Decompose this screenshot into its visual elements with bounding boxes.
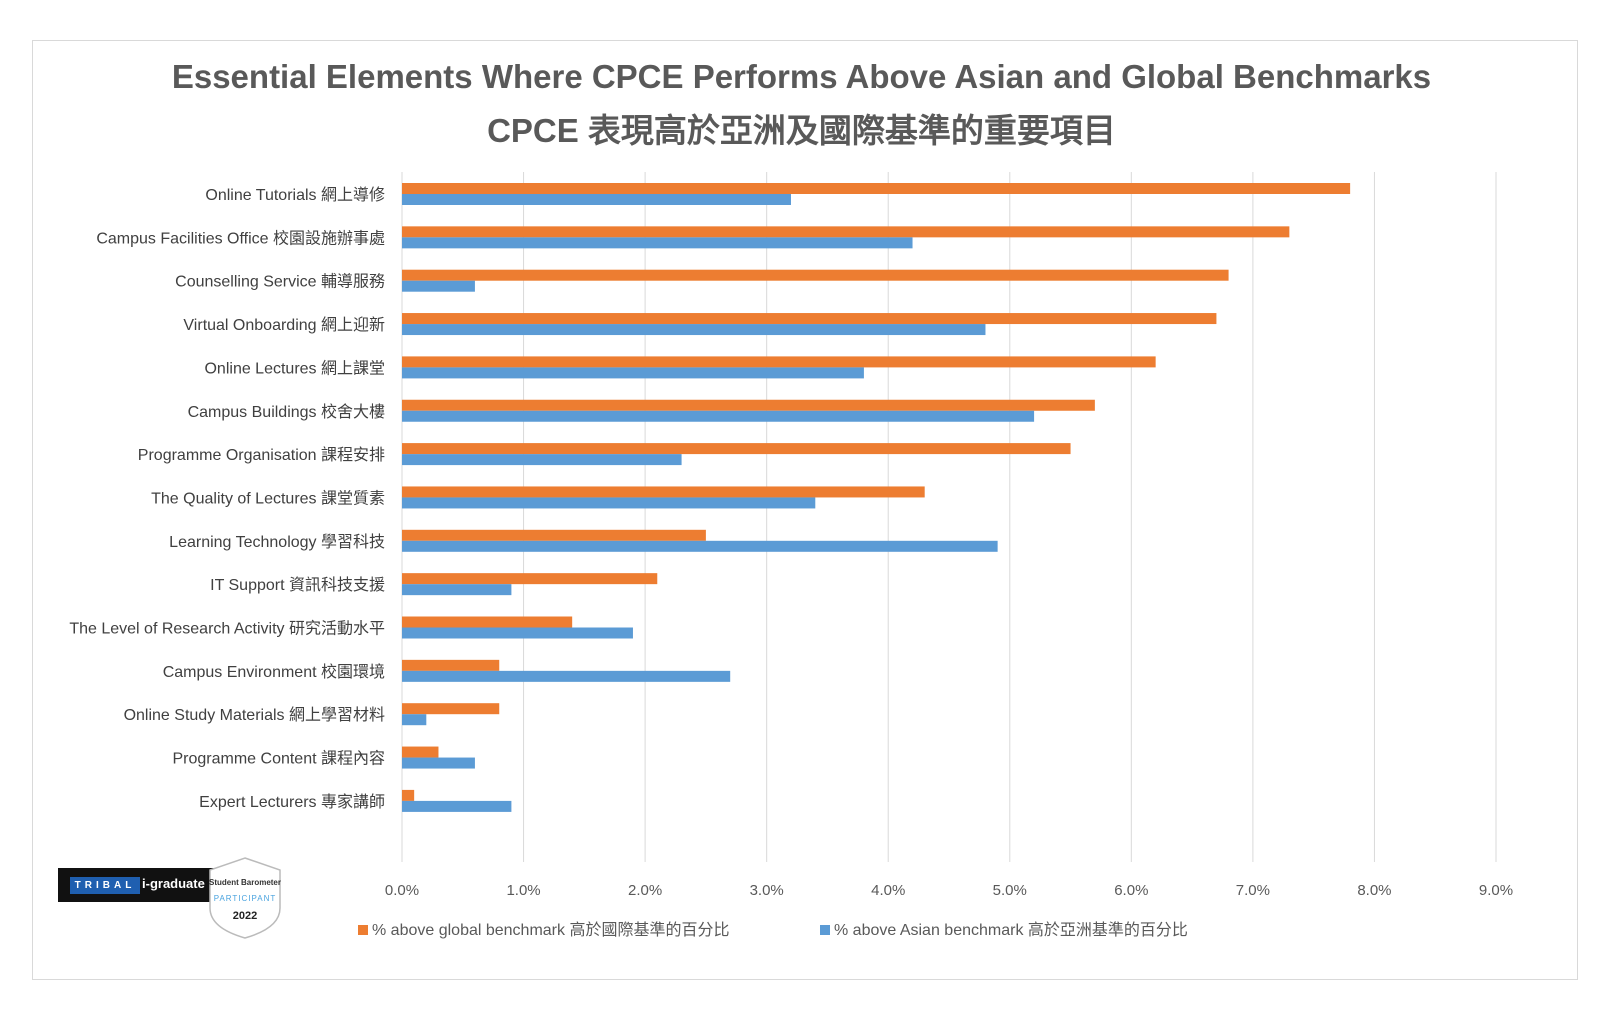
legend-swatch: [358, 925, 368, 935]
bar-asian: [402, 757, 475, 769]
category-label: Programme Content 課程內容: [172, 750, 385, 768]
bar-global: [402, 183, 1351, 194]
x-tick-label: 4.0%: [871, 882, 905, 899]
bar-global: [402, 789, 415, 801]
category-label: Counselling Service 輔導服務: [175, 272, 385, 291]
x-tick-label: 8.0%: [1357, 882, 1391, 899]
badge-participant: PARTICIPANT: [213, 894, 277, 903]
category-label: Online Study Materials 網上學習材料: [124, 706, 385, 724]
bar-global: [402, 573, 658, 585]
bar-global: [402, 529, 706, 541]
category-label: Online Lectures 網上課堂: [204, 359, 385, 377]
shield-badge-icon: [209, 857, 281, 939]
bar-global: [402, 399, 1095, 411]
x-tick-label: 9.0%: [1479, 882, 1513, 899]
bar-global: [402, 269, 1229, 281]
bar-asian: [402, 800, 512, 812]
bar-asian: [402, 194, 791, 205]
bar-global: [402, 703, 500, 715]
legend-swatch: [820, 925, 830, 935]
x-tick-label: 3.0%: [750, 882, 784, 899]
bar-global: [402, 746, 439, 758]
bar-global: [402, 226, 1290, 238]
x-tick-label: 1.0%: [506, 882, 540, 899]
bar-asian: [402, 454, 682, 466]
bar-asian: [402, 670, 731, 682]
x-tick-label: 5.0%: [993, 882, 1027, 899]
logo-banner: TRIBAL i-graduate: [58, 868, 218, 902]
bar-asian: [402, 367, 864, 379]
bar-asian: [402, 324, 986, 336]
bar-global: [402, 486, 925, 498]
bar-asian: [402, 497, 816, 509]
bar-asian: [402, 540, 998, 552]
category-label: Campus Buildings 校舍大樓: [188, 403, 385, 421]
bar-global: [402, 356, 1156, 368]
x-tick-label: 6.0%: [1114, 882, 1148, 899]
category-label: IT Support 資訊科技支援: [210, 576, 385, 594]
bar-asian: [402, 237, 913, 249]
badge-title: Student Barometer: [208, 878, 281, 887]
category-label: Campus Environment 校園環境: [163, 662, 385, 681]
category-label: Virtual Onboarding 網上迎新: [183, 316, 385, 334]
x-tick-label: 0.0%: [385, 882, 419, 899]
category-label: Learning Technology 學習科技: [169, 533, 385, 551]
bar-asian: [402, 410, 1035, 422]
chart-title: Essential Elements Where CPCE Performs A…: [171, 58, 1432, 95]
category-label: Expert Lecturers 專家講師: [199, 793, 385, 811]
x-tick-label: 2.0%: [628, 882, 662, 899]
tribal-wordmark: TRIBAL: [70, 877, 140, 894]
category-label: The Quality of Lectures 課堂質素: [151, 489, 385, 507]
chart-subtitle: CPCE 表現高於亞洲及國際基準的重要項目: [487, 112, 1116, 149]
bar-global: [402, 659, 500, 671]
badge-year: 2022: [232, 910, 258, 922]
igraduate-wordmark: i-graduate: [142, 876, 205, 891]
category-label: Programme Organisation 課程安排: [138, 446, 385, 464]
chart-frame: [32, 40, 1578, 980]
bar-asian: [402, 280, 475, 292]
legend-label: % above Asian benchmark 高於亞洲基準的百分比: [834, 921, 1188, 939]
category-label: Online Tutorials 網上導修: [205, 185, 385, 204]
bar-asian: [402, 627, 633, 639]
bar-asian: [402, 714, 427, 726]
category-label: The Level of Research Activity 研究活動水平: [69, 620, 385, 638]
category-label: Campus Facilities Office 校園設施辦事處: [96, 229, 385, 247]
bar-asian: [402, 584, 512, 596]
bar-global: [402, 313, 1217, 325]
legend-label: % above global benchmark 高於國際基準的百分比: [372, 921, 729, 939]
bar-global: [402, 443, 1071, 455]
bar-global: [402, 616, 573, 628]
x-tick-label: 7.0%: [1236, 882, 1270, 899]
